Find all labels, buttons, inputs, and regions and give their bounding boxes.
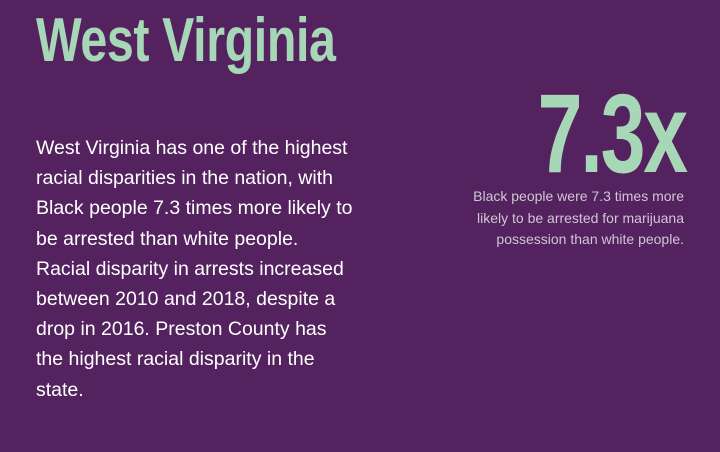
caption-line: likely to be arrested for marijuana [477, 209, 684, 226]
body-line: Racial disparity in arrests increased [36, 257, 344, 280]
title: West Virginia [36, 6, 336, 75]
caption-line: possession than white people. [496, 231, 684, 247]
stat-caption: Black people were 7.3 times more likely t… [473, 186, 684, 251]
stat-value: 7.3x [537, 71, 688, 196]
body-line: Black people 7.3 times more likely to [36, 197, 353, 220]
body-line: be arrested than white people. [36, 227, 299, 250]
body-line: racial disparities in the nation, with [36, 167, 333, 190]
caption-line: Black people were 7.3 times more [473, 188, 684, 204]
body-line: between 2010 and 2018, despite a [36, 288, 336, 311]
body-line: state. [36, 378, 84, 401]
body-line: the highest racial disparity in the [36, 348, 315, 371]
body-line: drop in 2016. Preston County has [36, 318, 327, 341]
body-text: West Virginia has one of the highest raci… [36, 133, 352, 405]
body-line: West Virginia has one of the highest [36, 137, 348, 159]
